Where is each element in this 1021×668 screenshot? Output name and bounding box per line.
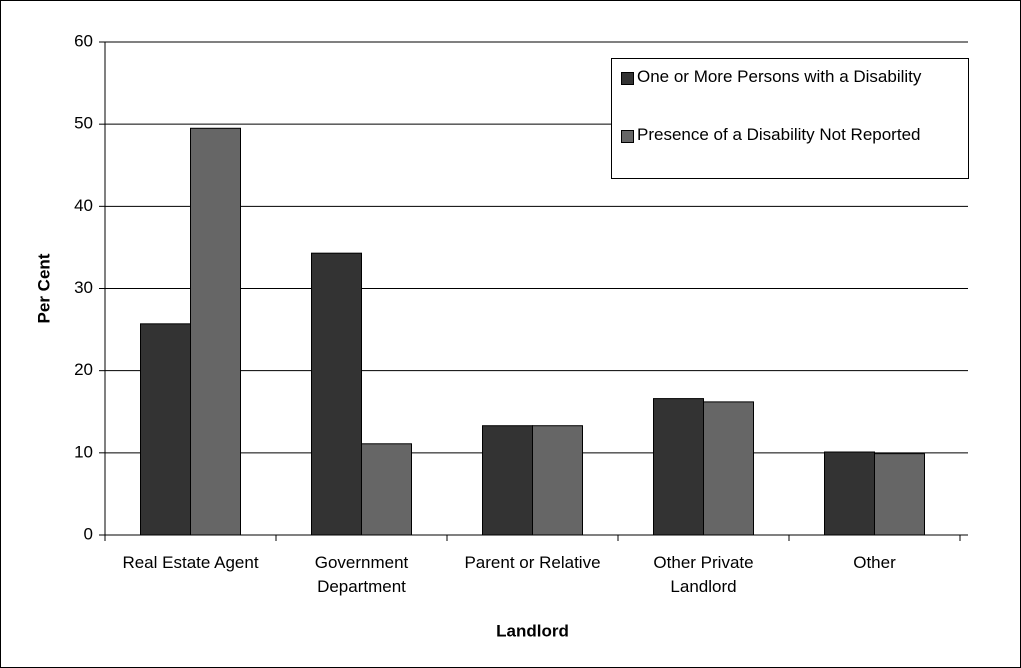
bar [703,401,754,536]
x-tick-label: Real Estate Agent [122,553,259,572]
x-tick-label: Parent or Relative [464,553,601,572]
legend-swatch [621,130,634,143]
y-tick-label: 60 [74,31,93,50]
bar [190,127,241,536]
y-tick-label: 40 [74,196,93,215]
y-tick-label: 20 [74,360,93,379]
legend-label: Presence of a Disability Not Reported [637,125,921,144]
y-tick-label: 30 [74,278,93,297]
bar [532,425,583,536]
y-tick-label: 50 [74,114,93,133]
bar [311,252,362,536]
legend-box [611,58,969,179]
legend-label: One or More Persons with a Disability [637,67,922,86]
x-axis-title: Landlord [496,621,569,640]
x-tick-label: Government Department [314,553,409,596]
bar [874,453,925,536]
y-axis-title: Per Cent [34,253,53,323]
x-tick-label: Other Private Landlord [653,553,754,596]
bar [824,451,875,536]
legend-swatch [621,72,634,85]
bar [482,425,533,536]
y-tick-label: 0 [84,524,93,543]
x-tick-label: Other [853,553,896,572]
bar [653,398,704,536]
y-tick-label: 10 [74,442,93,461]
bar [140,323,191,536]
bar [361,443,412,536]
